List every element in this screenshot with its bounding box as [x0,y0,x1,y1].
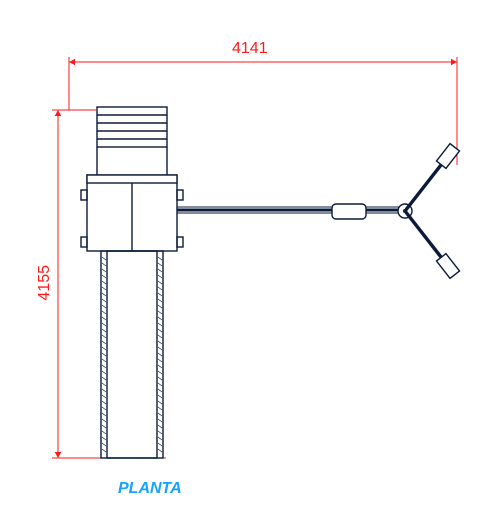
drawing-svg [0,0,503,524]
plan-drawing: 4141 4155 PLANTA [0,0,503,524]
dimension-width-label: 4141 [232,40,268,58]
view-caption: PLANTA [118,480,182,498]
dimension-height-label: 4155 [36,265,54,301]
